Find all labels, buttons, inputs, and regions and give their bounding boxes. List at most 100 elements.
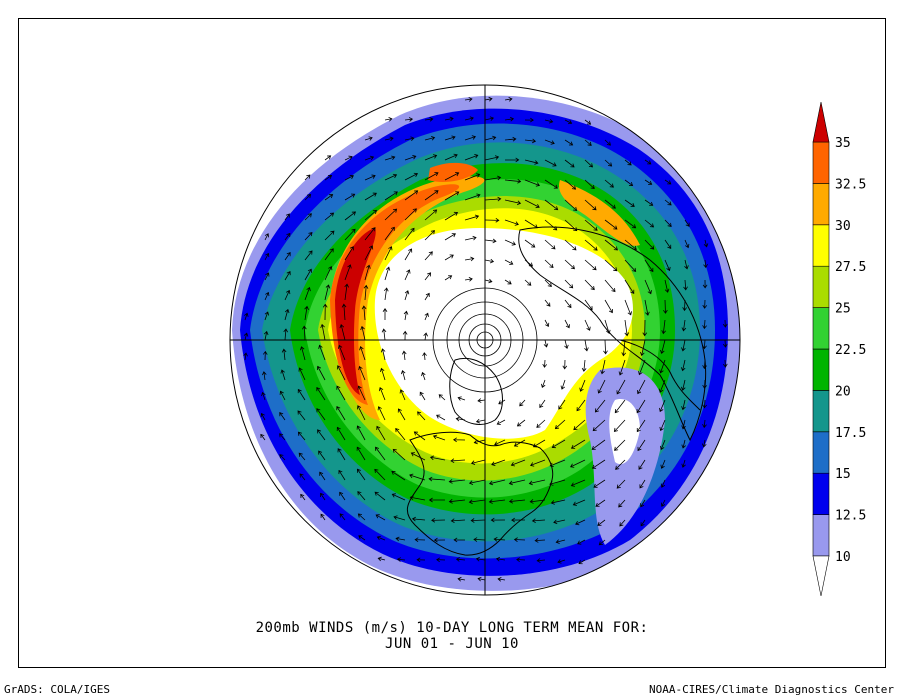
jet-core-asia <box>559 180 640 246</box>
wind-vector-arrow <box>640 519 646 527</box>
wind-vector-arrow <box>661 319 666 335</box>
wind-vector-arrow <box>594 399 606 413</box>
wind-vector-arrow <box>424 312 429 321</box>
wind-vector-arrow <box>464 256 475 262</box>
wind-vector-arrow <box>570 479 586 487</box>
wind-vector-arrow <box>624 259 637 272</box>
wind-vector-arrow <box>339 324 346 341</box>
wind-vector-arrow <box>429 455 446 461</box>
wind-vector-arrow <box>681 399 686 411</box>
wind-vector-arrow <box>344 174 354 181</box>
wind-vector-arrow <box>336 385 346 401</box>
wind-vector-arrow <box>504 219 519 226</box>
wind-vector-arrow <box>324 175 333 181</box>
wind-vector-arrow <box>577 539 586 545</box>
wind-vector-arrow <box>484 217 500 223</box>
wind-vector-arrow <box>464 235 477 241</box>
wind-vector-arrow <box>424 172 439 181</box>
wind-vector-arrow <box>722 319 728 328</box>
wind-vector-arrow <box>338 469 346 481</box>
wind-vector-arrow <box>374 468 386 481</box>
wind-vector-arrow <box>562 359 568 370</box>
wind-vector-arrow <box>264 311 270 321</box>
wind-vector-arrow <box>453 537 466 543</box>
wind-vector-arrow <box>336 426 346 441</box>
wind-vector-arrow <box>644 179 653 185</box>
europe-coast <box>619 339 701 411</box>
wind-vector-arrow <box>384 173 398 181</box>
wind-vector-arrow <box>636 419 646 433</box>
wind-vector-arrow <box>484 155 500 161</box>
wind-vector-arrow <box>383 287 389 301</box>
wind-vector-arrow <box>380 348 386 361</box>
colorbar-label: 35 <box>835 136 851 151</box>
wind-vector-arrow <box>564 139 574 146</box>
wind-vector-arrow <box>318 450 326 461</box>
wind-vector-arrow <box>424 251 433 261</box>
wind-vector-arrow <box>578 559 586 565</box>
wind-vector-arrow <box>374 491 386 501</box>
graticule <box>229 84 741 596</box>
wind-vector-arrow <box>644 259 654 273</box>
wind-vector-arrow <box>638 359 646 376</box>
wind-vector-arrow <box>639 339 646 357</box>
wind-vector-arrow <box>484 96 493 102</box>
wind-vector-arrow <box>298 452 306 461</box>
wind-vector-arrow <box>513 439 526 447</box>
colorbar: 10 12.5 15 17.5 20 22.5 25 27.5 30 32.5 35 <box>812 101 866 597</box>
wind-vector-arrow <box>536 558 546 563</box>
wind-vector-arrow <box>304 250 313 261</box>
wind-vector-arrow <box>322 303 328 321</box>
wind-vector-arrow <box>544 279 552 287</box>
wind-vector-arrow <box>584 219 598 231</box>
wind-vector-arrow <box>417 411 426 421</box>
wind-vector-arrow <box>376 535 386 541</box>
wind-vector-arrow <box>681 339 686 352</box>
wind-vector-arrow <box>404 117 414 122</box>
wind-vector-arrow <box>438 394 446 401</box>
wind-vector-arrow <box>644 159 652 165</box>
wind-vector-arrow <box>316 365 326 381</box>
polar-calm-region <box>374 228 633 439</box>
wind-vector-arrow <box>584 319 591 331</box>
wind-vector-arrow <box>644 279 652 295</box>
wind-vector-arrow <box>529 459 546 467</box>
wind-vector-arrow <box>572 499 586 506</box>
wind-vector-arrow <box>384 155 396 161</box>
wind-vector-arrow <box>344 155 353 161</box>
wind-vector-arrow <box>664 259 671 272</box>
wind-vector-arrow <box>490 517 506 523</box>
wind-vector-arrow <box>284 252 291 261</box>
wind-vector-arrow <box>703 259 708 269</box>
wind-vector-arrow <box>392 448 406 461</box>
wind-vector-arrow <box>404 248 413 261</box>
wind-vector-arrow <box>593 479 606 488</box>
wind-vector-arrow <box>422 352 427 361</box>
wind-vector-arrow <box>584 299 593 311</box>
wind-vector-arrow <box>404 172 419 181</box>
wind-vector-arrow <box>660 339 666 355</box>
wind-vector-arrow <box>604 279 616 293</box>
wind-vector-arrow <box>616 479 626 489</box>
wind-vector-arrow <box>644 219 655 228</box>
wind-vector-arrow <box>543 339 549 348</box>
wind-vector-arrow <box>464 97 473 102</box>
wind-vector-arrow <box>464 135 477 141</box>
north-america-outline <box>406 431 554 556</box>
wind-vector-arrow <box>344 246 354 261</box>
wind-vector-arrow <box>444 233 456 241</box>
wind-vector-arrow <box>554 419 566 430</box>
wind-vector-arrow <box>508 479 526 486</box>
wind-vector-arrow <box>484 135 497 141</box>
wind-vector-arrow <box>297 388 306 401</box>
wind-vector-arrow <box>664 219 672 227</box>
wind-vector-arrow <box>519 399 526 407</box>
colorbar-label: 15 <box>835 467 851 482</box>
wind-vector-arrow <box>320 492 326 501</box>
wind-vector-arrow <box>660 479 666 488</box>
wind-vector-arrow <box>682 299 687 312</box>
wind-vector-arrow <box>356 425 366 441</box>
wind-vector-arrow <box>428 497 446 503</box>
wind-vector-arrow <box>551 439 566 449</box>
wind-vector-arrow <box>336 405 346 421</box>
